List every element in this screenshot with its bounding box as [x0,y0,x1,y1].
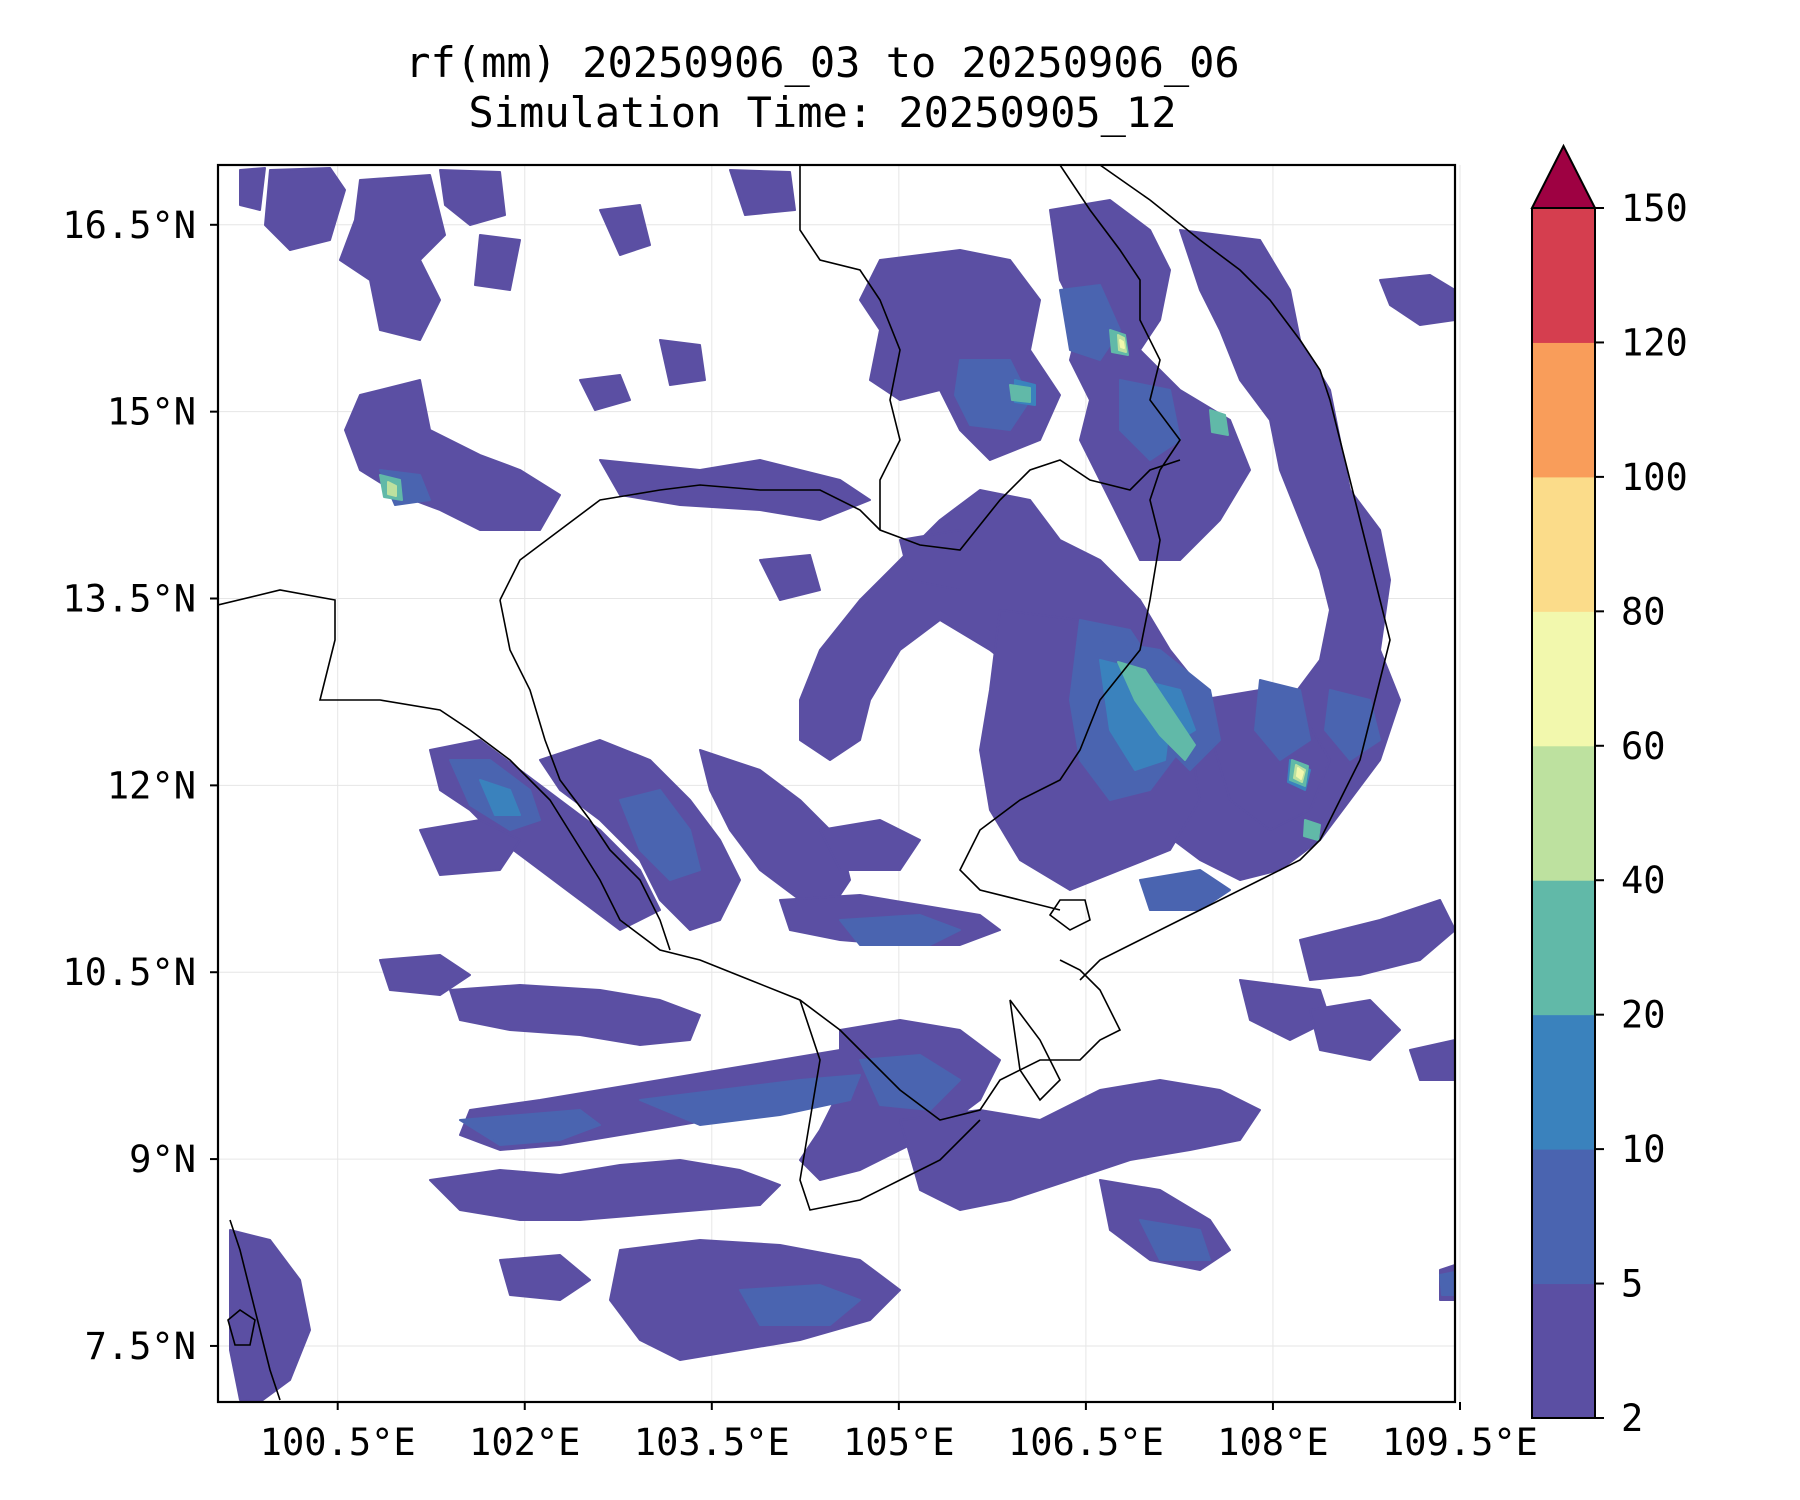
longitude-axis: 100.5°E 102°E 103.5°E 105°E 106.5°E 108°E 109.… [260,1402,1538,1464]
colorbar-segment [1532,1149,1595,1285]
lon-tick-label: 106.5°E [1008,1421,1164,1464]
lon-tick-label: 103.5°E [634,1421,790,1464]
colorbar-tick-label: 120 [1621,321,1688,364]
rainfall-field [229,167,1455,1402]
colorbar-segment [1532,611,1595,747]
title-line-2: Simulation Time: 20250905_12 [468,88,1177,137]
lat-tick-label: 15°N [107,391,196,434]
colorbar-segment [1532,342,1595,478]
lon-tick-label: 100.5°E [260,1421,416,1464]
lat-tick-label: 16.5°N [62,204,196,247]
colorbar-segment [1532,745,1595,881]
latitude-axis: 16.5°N 15°N 13.5°N 12°N 10.5°N 9°N 7.5°N [62,204,218,1368]
lon-tick-label: 102°E [469,1421,580,1464]
colorbar-tick-label: 20 [1621,994,1666,1037]
lon-tick-label: 108°E [1217,1421,1328,1464]
lat-tick-label: 12°N [107,764,196,807]
colorbar-tick-label: 150 [1621,187,1688,230]
title-line-1: rf(mm) 20250906_03 to 20250906_06 [405,38,1240,87]
lat-tick-label: 13.5°N [62,578,196,621]
colorbar-segment [1532,1283,1595,1419]
colorbar-segment [1532,208,1595,343]
rain-band-60-80 [1119,339,1304,780]
colorbar-segment [1532,476,1595,612]
lon-tick-label: 109.5°E [1382,1421,1538,1464]
map-title: rf(mm) 20250906_03 to 20250906_06 Simula… [190,38,1455,138]
lat-tick-label: 10.5°N [62,951,196,994]
colorbar-tick-label: 80 [1621,590,1666,633]
colorbar-tick-label: 5 [1621,1263,1643,1306]
colorbar-tick-label: 40 [1621,859,1666,902]
colorbar-tick-label: 60 [1621,725,1666,768]
coastlines-and-borders [218,165,1391,1401]
colorbar-extend-arrow [1530,143,1597,209]
colorbar-outline [1531,208,1596,1419]
colorbar-tick-label: 10 [1621,1128,1666,1171]
lon-tick-label: 105°E [843,1421,954,1464]
plot-frame [216,163,1457,1404]
lat-tick-label: 9°N [129,1138,196,1181]
colorbar: 2 5 10 20 40 60 80 100 120 150 [1530,143,1688,1440]
colorbar-segment [1532,1014,1595,1150]
colorbar-segment [1532,880,1595,1016]
colorbar-tick-label: 2 [1621,1397,1643,1440]
colorbar-tick-label: 100 [1621,456,1688,499]
lat-tick-label: 7.5°N [85,1325,196,1368]
